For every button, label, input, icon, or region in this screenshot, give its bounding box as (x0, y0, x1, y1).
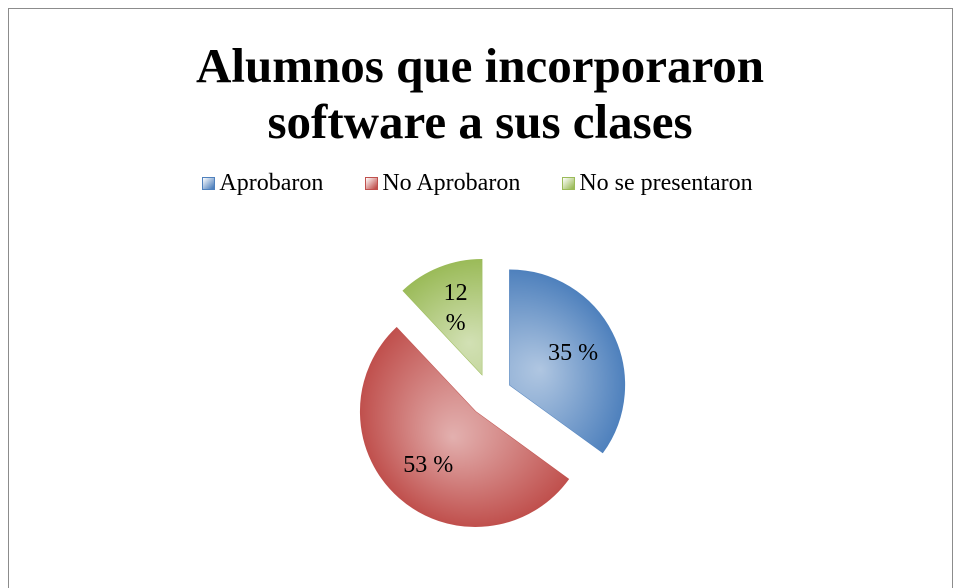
legend-item: No Aprobaron (365, 170, 520, 197)
legend-swatch (562, 177, 576, 190)
chart-title: Alumnos que incorporaron software a sus … (195, 38, 765, 149)
slice-highlight (360, 327, 569, 527)
slice-highlight (403, 259, 482, 375)
data-label: 53 % (403, 451, 454, 478)
legend-label: No se presentaron (579, 170, 753, 196)
data-label: 12 % (443, 280, 468, 337)
legend-swatch (202, 177, 216, 190)
legend-label: Aprobaron (219, 170, 324, 196)
slice-highlight (509, 270, 625, 453)
legend-label: No Aprobaron (382, 170, 521, 196)
legend-item: No se presentaron (562, 170, 753, 197)
legend-swatch (365, 177, 379, 190)
legend-item: Aprobaron (202, 170, 323, 197)
data-label: 35 % (548, 339, 599, 366)
legend: Aprobaron No Aprobaron No se presentaron (0, 170, 955, 197)
